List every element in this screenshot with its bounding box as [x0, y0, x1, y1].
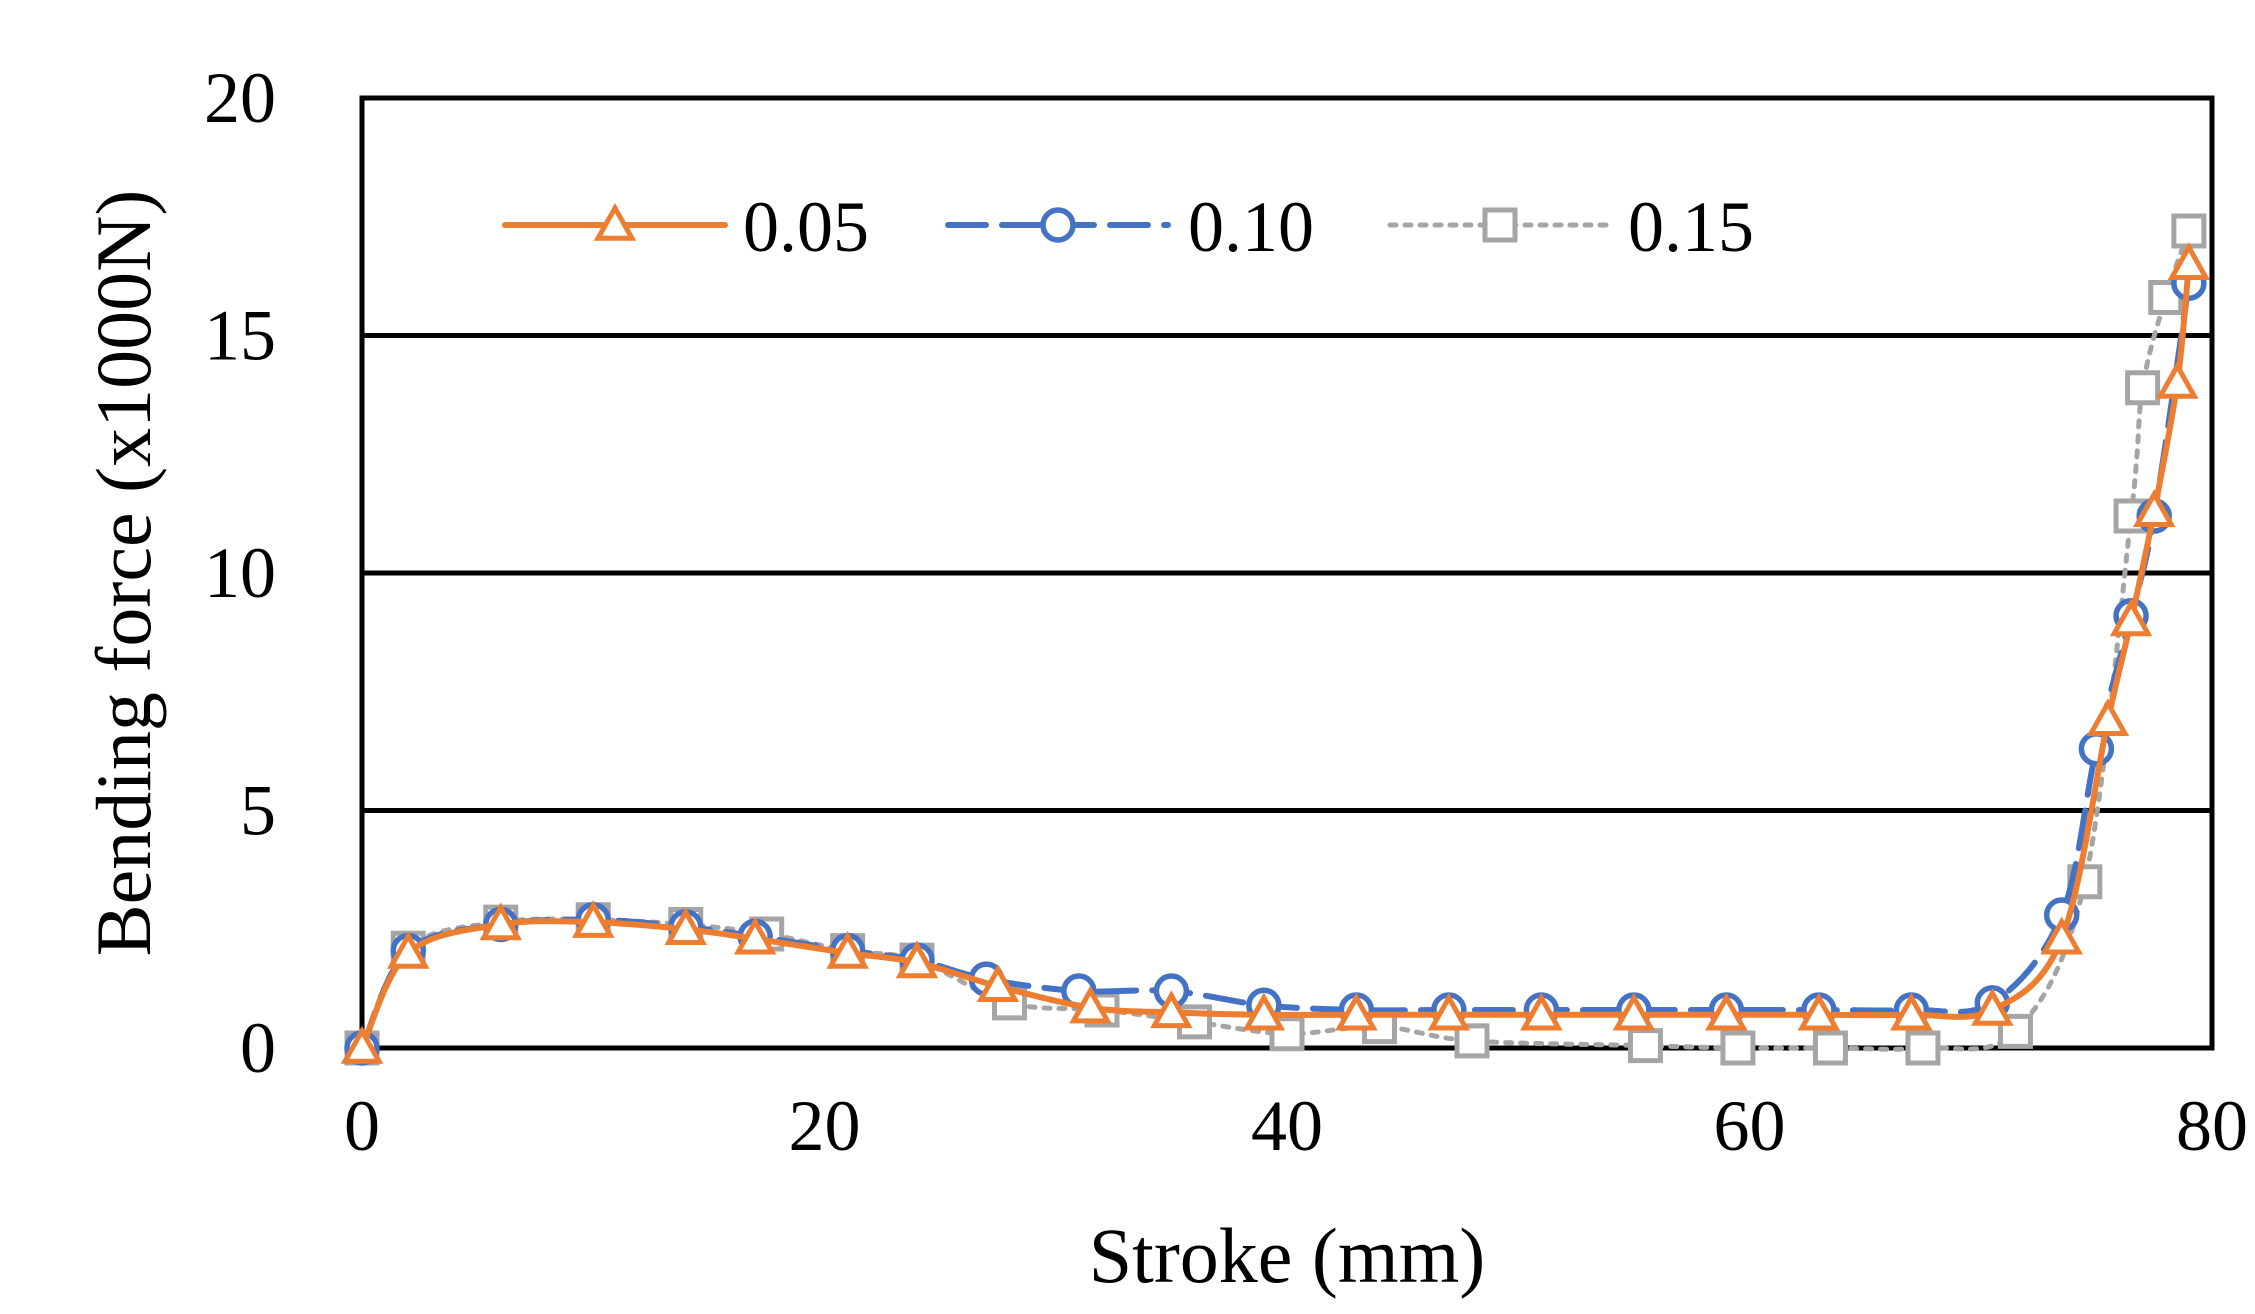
data-point [1905, 1030, 1941, 1066]
y-tick-label: 10 [204, 533, 276, 613]
data-point [733, 916, 777, 955]
data-point [2171, 213, 2207, 249]
x-tick-label: 60 [1714, 1086, 1786, 1166]
legend-marker [1482, 207, 1518, 243]
data-point [976, 964, 1020, 1003]
series-0.05 [340, 242, 2211, 1064]
gridlines [362, 333, 2212, 813]
x-tick-label: 40 [1251, 1086, 1323, 1166]
data-point [1335, 992, 1378, 1031]
legend-marker [593, 202, 637, 241]
data-point [2040, 916, 2083, 955]
data-point [1627, 1028, 1663, 1064]
data-point [664, 907, 708, 946]
data-point [2132, 489, 2176, 528]
data-point [1812, 1030, 1848, 1066]
y-tick-label: 0 [240, 1008, 276, 1088]
legend-label: 0.05 [743, 187, 869, 267]
x-tick-label: 0 [344, 1086, 380, 1166]
data-point [1454, 1023, 1490, 1059]
data-point [2125, 370, 2161, 406]
data-point [1269, 1016, 1305, 1052]
data-point [895, 940, 939, 979]
x-tick-labels: 0 20 40 60 80 [344, 1086, 2248, 1166]
y-tick-label: 15 [204, 296, 276, 376]
legend-item: 0.10 [945, 187, 1314, 267]
data-point [1971, 987, 2014, 1026]
series-layer [340, 213, 2211, 1066]
y-tick-label: 20 [204, 58, 276, 138]
y-tick-labels: 0 5 10 15 20 [204, 58, 276, 1088]
legend-marker [1040, 207, 1076, 243]
legend-label: 0.10 [1188, 187, 1314, 267]
data-point [1242, 992, 1286, 1031]
data-point [1705, 992, 1748, 1031]
data-point [826, 930, 869, 969]
data-point [1069, 985, 1112, 1024]
data-point [386, 930, 430, 969]
legend-item: 0.15 [1387, 187, 1754, 267]
data-point [1797, 992, 1841, 1031]
data-point [479, 902, 523, 941]
data-point [1150, 990, 1193, 1029]
data-point [1427, 992, 1471, 1031]
data-point [1720, 1030, 1756, 1066]
data-point [1890, 992, 1933, 1031]
x-axis-title: Stroke (mm) [1089, 1212, 1485, 1299]
legend-item: 0.05 [502, 187, 869, 267]
x-tick-label: 80 [2176, 1086, 2248, 1166]
data-point [1612, 992, 1656, 1031]
data-point [2156, 360, 2199, 399]
y-tick-label: 5 [240, 771, 276, 851]
data-point [2167, 242, 2211, 281]
x-tick-label: 20 [789, 1086, 861, 1166]
y-axis-title: Bending force (x1000N) [80, 190, 167, 957]
data-point [1520, 992, 1563, 1031]
data-point [340, 1025, 384, 1064]
data-point [2148, 280, 2184, 315]
data-point [2086, 698, 2130, 737]
legend: 0.05 0.10 0.15 [502, 187, 1754, 267]
legend-label: 0.15 [1628, 187, 1754, 267]
data-point [2109, 598, 2153, 637]
data-point [571, 900, 615, 938]
